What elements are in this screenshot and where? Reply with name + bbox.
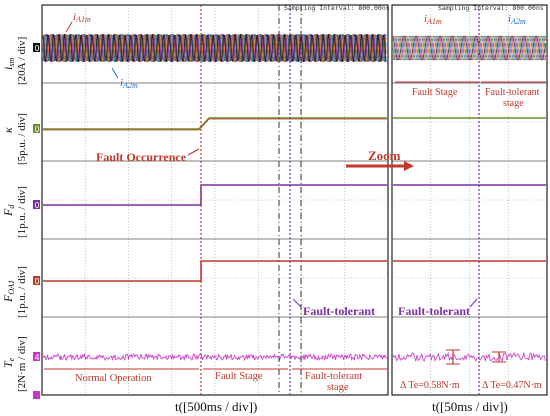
arrow-fault-occurrence — [187, 148, 200, 156]
channel-te-scale: [2N·m / div] — [16, 336, 28, 392]
label-ia2m-right: iA2m — [508, 13, 526, 26]
te-trace-right — [392, 351, 546, 363]
marker-ism: 0 — [33, 43, 40, 53]
current-trace — [392, 35, 547, 61]
svg-text:0: 0 — [35, 277, 40, 286]
marker-foa1: 0 — [33, 276, 40, 286]
channel-kappa-scale: [5p.u. / div] — [16, 113, 28, 165]
channel-foa1-scale: [1p.u. / div] — [16, 266, 28, 318]
x-axis-label-left: t([500ms / div]) — [175, 399, 257, 414]
label-dte2: Δ Te=0.47N·m — [482, 380, 542, 391]
x-axis-label-right: t([50ms / div]) — [432, 399, 508, 414]
label-ia1m-left: iA1m — [73, 11, 91, 24]
marker-bottom — [33, 391, 40, 399]
label-zoom: Zoom — [368, 148, 401, 163]
label-fault-tolerant-left: Fault-tolerant — [303, 304, 375, 318]
channel-ism-symbol: ism — [1, 58, 16, 70]
channel-markers: 0 0 0 0 4 — [33, 43, 40, 399]
traces — [42, 33, 547, 363]
channel-labels: ism [20A / div] κ [5p.u. / div] Fd [1p.u… — [1, 37, 28, 392]
label-normal-operation: Normal Operation — [75, 373, 152, 384]
annotations: iA1m iA2m iA1m iA2m Fault Stage Fault-to… — [44, 11, 546, 393]
label-fault-tolerant-stage-right-2: stage — [503, 98, 524, 109]
current-trace — [42, 33, 387, 63]
label-fault-stage-right: Fault Stage — [412, 87, 458, 98]
sampling-label-right: Sampling Interval: 800.00ns — [438, 4, 544, 12]
label-ia2m-left: iA2m — [120, 77, 138, 90]
label-fault-tolerant-stage-left-1: Fault-tolerant — [305, 371, 362, 382]
te-trace-left — [42, 352, 388, 362]
svg-text:0: 0 — [35, 125, 40, 134]
svg-text:0: 0 — [35, 201, 40, 210]
svg-text:0: 0 — [35, 44, 40, 53]
label-fault-tolerant-stage-left-2: stage — [327, 382, 349, 393]
label-fault-tolerant-right: Fault-tolerant — [398, 304, 470, 318]
channel-fd-symbol: Fd — [1, 204, 16, 217]
marker-kappa: 0 — [33, 124, 40, 134]
current-trace — [392, 35, 547, 61]
channel-te-symbol: Te — [1, 357, 16, 368]
label-dte1: Δ Te=0.58N·m — [400, 380, 460, 391]
channel-foa1-symbol: FOA1 — [1, 280, 16, 303]
label-ia1m-right: iA1m — [424, 13, 442, 26]
current-trace — [392, 35, 547, 61]
current-trace — [392, 35, 547, 61]
kappa-trace-left-red — [43, 118, 387, 131]
label-fault-stage-left: Fault Stage — [215, 371, 263, 382]
marker-te: 4 — [33, 352, 40, 362]
channel-kappa-symbol: κ — [1, 127, 15, 133]
arrow-ia2m-left — [111, 67, 119, 79]
channel-ism-scale: [20A / div] — [16, 37, 28, 85]
label-fault-tolerant-stage-right-1: Fault-tolerant — [485, 87, 540, 98]
current-trace — [392, 35, 547, 61]
marker-fd: 0 — [33, 200, 40, 210]
label-fault-occurrence: Fault Occurrence — [96, 150, 187, 164]
current-trace — [392, 35, 547, 61]
svg-text:4: 4 — [35, 353, 40, 362]
arrow-fault-tolerant-right — [469, 298, 478, 308]
zoom-arrow-head — [404, 161, 414, 171]
sampling-label-left: Sampling Interval: 800.00ns — [284, 4, 390, 12]
arrow-ia1m-left — [65, 21, 73, 33]
arrow-fault-tolerant-left — [292, 298, 302, 308]
channel-fd-scale: [1p.u. / div] — [16, 186, 28, 238]
kappa-trace-left — [43, 117, 387, 130]
